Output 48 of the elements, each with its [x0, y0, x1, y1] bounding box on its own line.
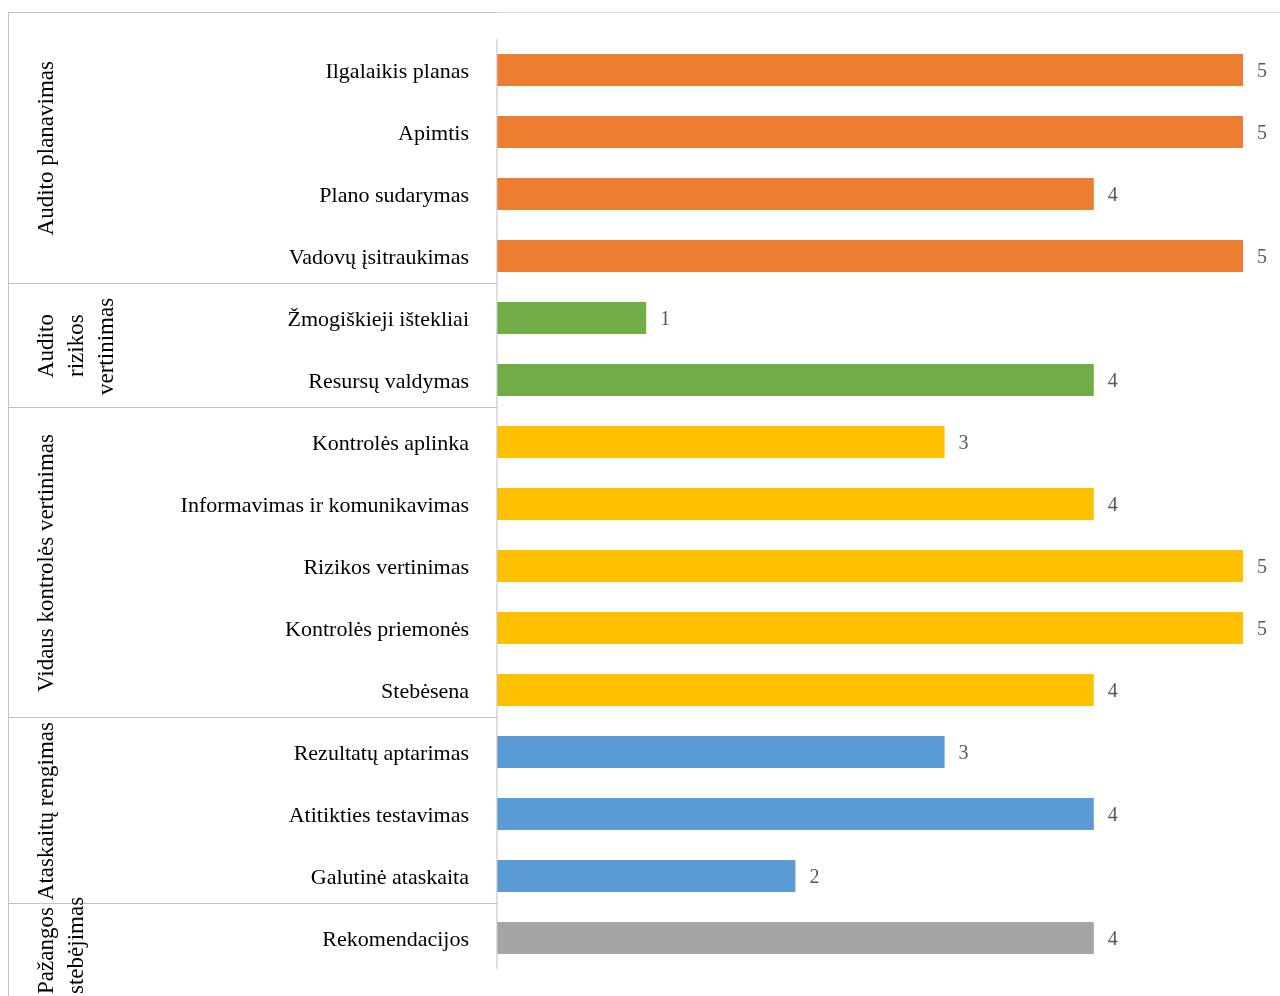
data-label: 5	[1257, 555, 1267, 578]
data-label: 5	[1257, 59, 1267, 82]
y-tick-label: Atitikties testavimas	[288, 801, 469, 827]
y-tick-label: Resursų valdymas	[308, 367, 469, 393]
bar	[497, 550, 1243, 582]
bar	[497, 240, 1243, 272]
bar	[497, 488, 1094, 520]
data-label: 5	[1257, 617, 1267, 640]
bar	[497, 178, 1094, 210]
y-tick-label: Galutinė ataskaita	[310, 863, 470, 889]
data-label: 5	[1257, 245, 1267, 268]
y-tick-label: Kontrolės aplinka	[311, 429, 470, 455]
y-tick-label: Rekomendacijos	[322, 925, 469, 951]
y-tick-label: Apimtis	[398, 119, 469, 145]
text: Audito planavimas	[32, 61, 59, 236]
y-tick-label: Rizikos vertinimas	[303, 553, 469, 579]
data-label: 4	[1107, 369, 1118, 392]
bar	[497, 798, 1094, 830]
text: Audito rizikos vertinimas	[32, 296, 119, 397]
y-tick-label: Rezultatų aptarimas	[293, 739, 469, 765]
bar	[497, 302, 647, 334]
data-label: 5	[1257, 121, 1267, 144]
y-tick-label: Plano sudarymas	[319, 181, 469, 207]
text: Vidaus kontrolės vertinimas	[32, 434, 59, 692]
data-label: 4	[1107, 679, 1118, 702]
data-label: 4	[1107, 803, 1118, 826]
data-label: 2	[809, 865, 820, 888]
bar	[497, 612, 1243, 644]
y-tick-label: Kontrolės priemonės	[285, 615, 469, 641]
y-tick-label: Stebėsena	[381, 677, 470, 703]
y-tick-label: Vadovų įsitraukimas	[288, 243, 469, 269]
bar	[497, 426, 945, 458]
data-label: 3	[958, 431, 969, 454]
data-label: 3	[958, 741, 969, 764]
y-tick-label: Žmogiškieji ištekliai	[287, 305, 469, 331]
data-label: 4	[1107, 183, 1118, 206]
y-tick-label: Ilgalaikis planas	[325, 57, 469, 83]
data-label: 4	[1107, 927, 1118, 950]
y-tick-label: Informavimas ir komunikavimas	[180, 491, 469, 517]
bar	[497, 674, 1094, 706]
bar	[497, 860, 796, 892]
bar	[497, 922, 1094, 954]
bar	[497, 116, 1243, 148]
data-label: 4	[1107, 493, 1118, 516]
bar	[497, 736, 945, 768]
bar	[497, 364, 1094, 396]
data-label: 1	[660, 307, 671, 330]
bar	[497, 54, 1243, 86]
